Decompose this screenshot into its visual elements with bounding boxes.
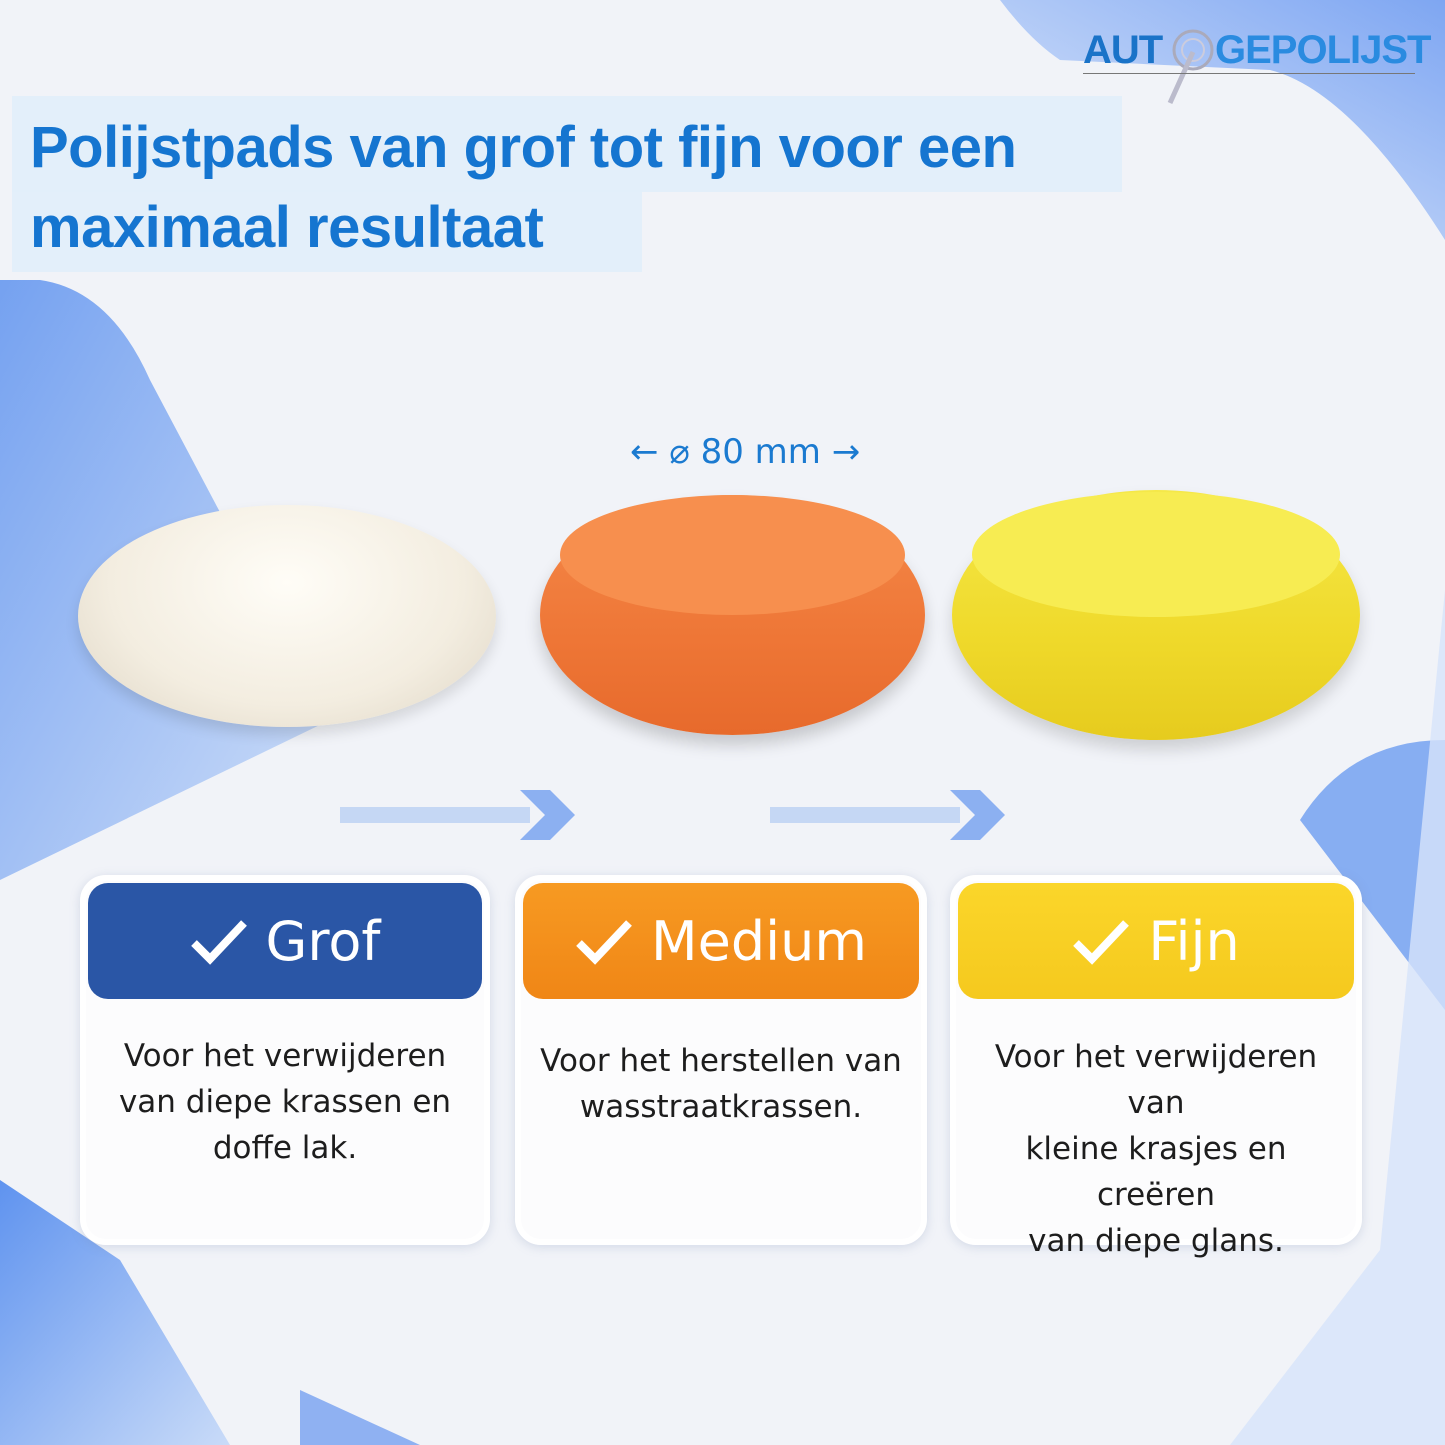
description-line: wasstraatkrassen.	[579, 1089, 863, 1125]
polisher-icon	[1167, 29, 1214, 105]
description-line: Voor het verwijderen	[123, 1038, 447, 1074]
checkmark-icon	[190, 920, 247, 965]
title-background	[12, 190, 642, 272]
logo-text-aut: AUT	[1083, 28, 1163, 72]
card-description: Voor het verwijderen van diepe krassen e…	[86, 1033, 484, 1171]
card-label: Medium	[651, 909, 867, 973]
autogepolijst-logo: AUT GEPOLIJST	[1083, 28, 1431, 108]
page-title: Polijstpads van grof tot fijn voor een ma…	[30, 108, 1017, 268]
card-header-medium: Medium	[523, 883, 919, 999]
description-line: kleine krasjes en creëren	[1025, 1131, 1287, 1213]
logo-text-gepolijst: GEPOLIJST	[1215, 28, 1431, 72]
description-line: doffe lak.	[212, 1130, 358, 1166]
description-line: Voor het herstellen van	[540, 1043, 902, 1079]
checkmark-icon	[576, 920, 632, 965]
card-label: Fijn	[1148, 909, 1240, 973]
yellow-pad-top	[972, 492, 1340, 617]
description-line: Voor het verwijderen van	[994, 1039, 1318, 1121]
description-line: van diepe glans.	[1028, 1223, 1284, 1259]
card-fijn: Fijn Voor het verwijderen van kleine kra…	[950, 875, 1362, 1259]
card-description: Voor het verwijderen van kleine krasjes …	[956, 1034, 1356, 1264]
card-medium: Medium Voor het herstellen van wasstraat…	[515, 875, 927, 1245]
wool-pad-image	[78, 505, 496, 727]
card-label: Grof	[265, 909, 381, 973]
description-line: van diepe krassen en	[118, 1084, 452, 1120]
title-background	[12, 96, 1122, 192]
logo-underline	[1083, 73, 1415, 74]
diameter-label: ← ⌀ 80 mm →	[630, 432, 861, 472]
title-line-2: maximaal resultaat	[30, 195, 544, 260]
orange-pad-top	[560, 495, 905, 615]
checkmark-icon	[1073, 920, 1130, 965]
card-description: Voor het herstellen van wasstraatkrassen…	[521, 1038, 921, 1130]
arrow-right-icon	[770, 790, 1005, 840]
arrow-right-icon	[340, 790, 575, 840]
title-line-1: Polijstpads van grof tot fijn voor een	[30, 115, 1017, 180]
card-header-grof: Grof	[88, 883, 482, 999]
card-header-fijn: Fijn	[958, 883, 1354, 999]
card-grof: Grof Voor het verwijderen van diepe kras…	[80, 875, 490, 1245]
